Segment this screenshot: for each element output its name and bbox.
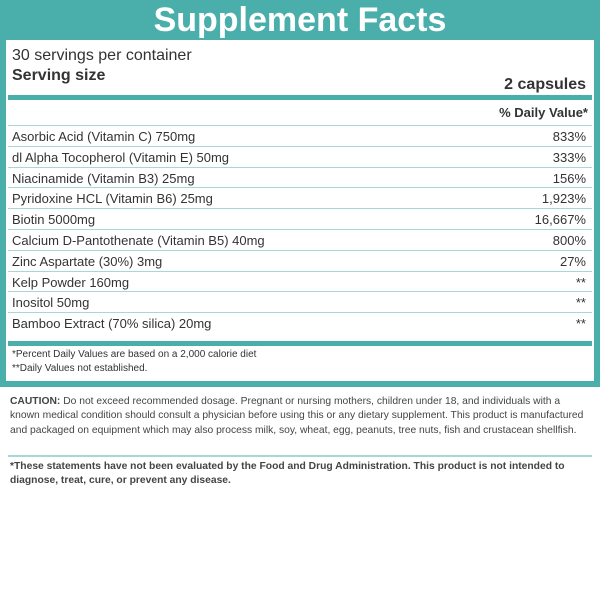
- nutrient-daily-value: **: [575, 274, 586, 290]
- daily-value-header: % Daily Value*: [499, 105, 588, 120]
- nutrient-row: Calcium D-Pantothenate (Vitamin B5) 40mg…: [8, 229, 592, 251]
- nutrient-daily-value: 333%: [552, 149, 586, 165]
- nutrient-daily-value: 800%: [552, 233, 586, 248]
- nutrient-name: Asorbic Acid (Vitamin C) 750mg: [12, 129, 196, 144]
- nutrient-daily-value: 27%: [559, 253, 586, 269]
- nutrient-name: Biotin 5000mg: [12, 212, 96, 228]
- nutrient-daily-value: 1,923%: [541, 191, 586, 207]
- nutrient-row: Bamboo Extract (70% silica) 20mg **: [8, 312, 592, 334]
- nutrient-daily-value: **: [575, 316, 586, 332]
- nutrient-daily-value: 156%: [552, 170, 586, 186]
- nutrient-name: Niacinamide (Vitamin B3) 25mg: [12, 170, 195, 186]
- caution-body: Do not exceed recommended dosage. Pregna…: [10, 396, 584, 436]
- nutrient-name: Bamboo Extract (70% silica) 20mg: [12, 316, 212, 332]
- servings-per-container: 30 servings per container: [12, 47, 192, 64]
- nutrient-name: Zinc Aspartate (30%) 3mg: [12, 253, 163, 269]
- serving-size-value: 2 capsules: [504, 76, 586, 93]
- nutrient-row: Kelp Powder 160mg **: [8, 270, 592, 293]
- nutrient-row: dl Alpha Tocopherol (Vitamin E) 50mg 333%: [8, 145, 592, 168]
- facts-body: 30 servings per container Serving size 2…: [6, 40, 594, 381]
- nutrient-row: Niacinamide (Vitamin B3) 25mg 156%: [8, 166, 592, 189]
- nutrient-row: Asorbic Acid (Vitamin C) 750mg 833%: [8, 125, 592, 147]
- divider: [8, 455, 592, 457]
- fda-disclaimer: *These statements have not been evaluate…: [10, 461, 565, 487]
- nutrient-daily-value: **: [575, 295, 586, 311]
- serving-size-label: Serving size: [12, 67, 106, 84]
- footnote-not-established: **Daily Values not established.: [12, 363, 148, 374]
- nutrient-row: Inositol 50mg **: [8, 291, 592, 313]
- footnote-percent-dv: *Percent Daily Values are based on a 2,0…: [12, 349, 257, 360]
- caution-text: CAUTION: Do not exceed recommended dosag…: [10, 395, 590, 438]
- nutrient-daily-value: 833%: [552, 129, 586, 144]
- nutrient-row: Zinc Aspartate (30%) 3mg 27%: [8, 249, 592, 272]
- nutrient-name: Calcium D-Pantothenate (Vitamin B5) 40mg: [12, 233, 265, 248]
- supplement-facts-panel: Supplement Facts 30 servings per contain…: [0, 0, 600, 387]
- nutrient-name: Kelp Powder 160mg: [12, 274, 130, 290]
- thick-divider: [8, 341, 592, 346]
- nutrient-name: dl Alpha Tocopherol (Vitamin E) 50mg: [12, 149, 230, 165]
- thick-divider: [8, 95, 592, 100]
- nutrient-row: Pyridoxine HCL (Vitamin B6) 25mg 1,923%: [8, 187, 592, 209]
- caution-label: CAUTION:: [10, 396, 61, 407]
- panel-title: Supplement Facts: [153, 1, 447, 39]
- nutrient-daily-value: 16,667%: [534, 212, 586, 228]
- nutrient-name: Pyridoxine HCL (Vitamin B6) 25mg: [12, 191, 213, 207]
- nutrient-name: Inositol 50mg: [12, 295, 90, 311]
- nutrient-row: Biotin 5000mg 16,667%: [8, 208, 592, 230]
